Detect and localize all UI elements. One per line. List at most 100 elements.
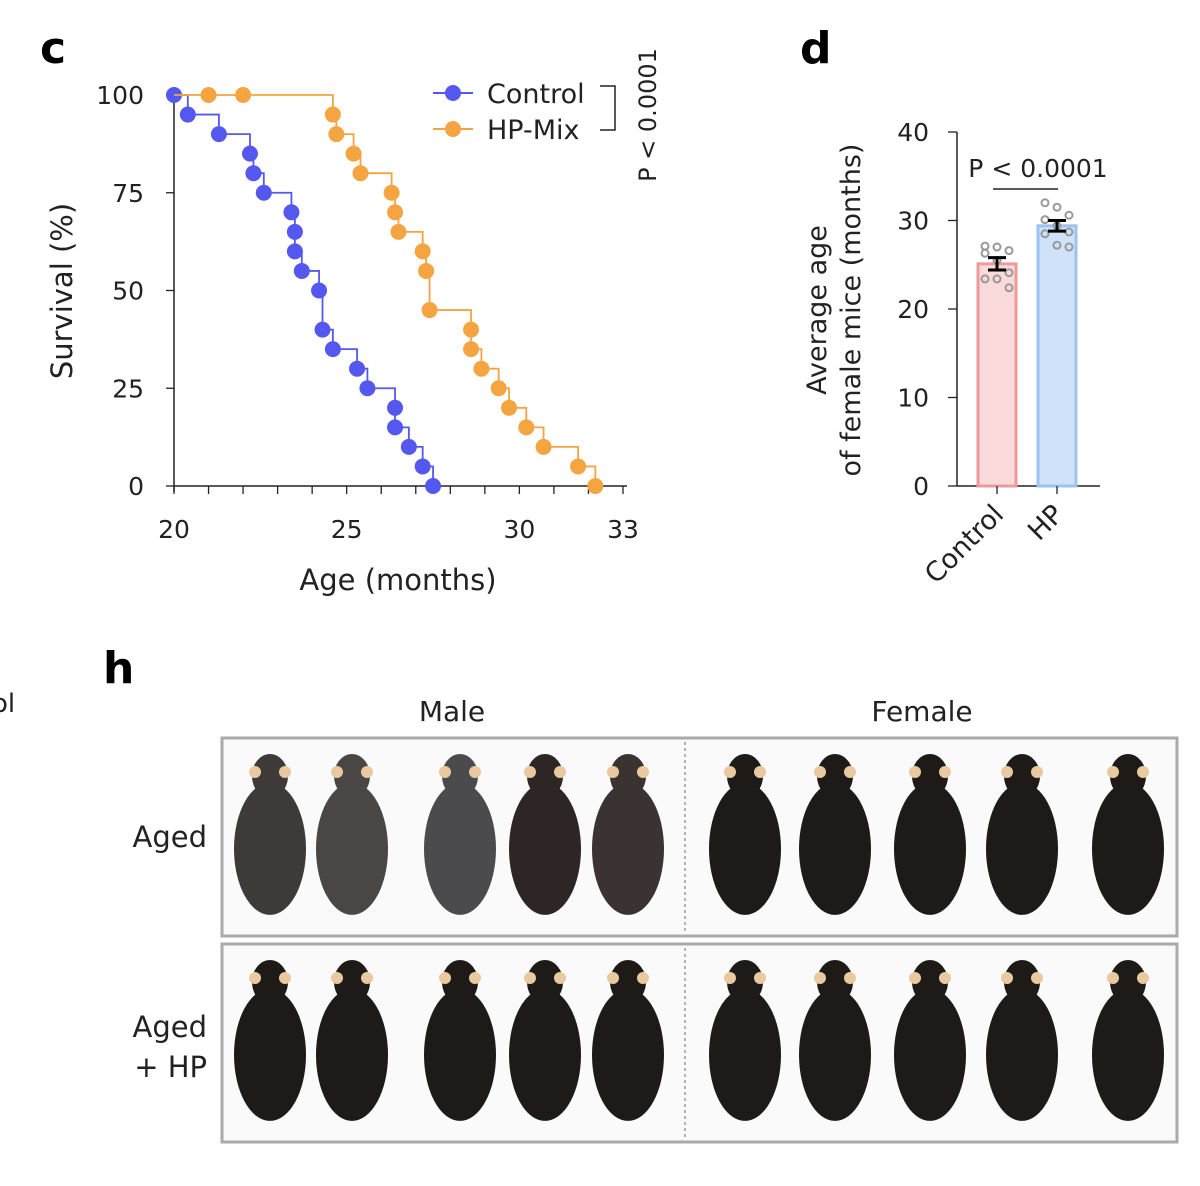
mouse-image (709, 754, 781, 915)
data-point (1004, 268, 1014, 278)
legend-label: Control (487, 79, 585, 110)
mouse-ear (939, 972, 951, 984)
data-point-control (179, 106, 196, 123)
survival-line-hp-mix (174, 94, 597, 486)
y-tick-label: 100 (96, 81, 144, 110)
mouse-image (509, 754, 581, 915)
mouse-ear (1107, 972, 1119, 984)
mouse-head (1110, 960, 1146, 1004)
mouse-ear (724, 766, 736, 778)
data-point (992, 274, 1002, 284)
mouse-head (252, 754, 288, 798)
mouse-ear (939, 766, 951, 778)
mouse-head (1004, 960, 1040, 1004)
mouse-ear (1137, 766, 1149, 778)
bar-control (976, 262, 1018, 488)
mouse-body (592, 988, 664, 1121)
mouse-ear (909, 766, 921, 778)
data-point (980, 241, 990, 251)
bar-hp (1036, 224, 1078, 488)
y-axis-label: Average age (802, 225, 833, 395)
mouse-head (1110, 754, 1146, 798)
mouse-body (509, 782, 581, 915)
mouse-body (986, 988, 1058, 1121)
data-point (1040, 229, 1050, 239)
data-point-hp-mix (235, 87, 252, 103)
mouse-ear (1031, 766, 1043, 778)
mouse-ear (249, 766, 261, 778)
data-point-hp-mix (324, 106, 341, 123)
y-tick-label: 10 (897, 384, 929, 413)
legend-label: HP-Mix (487, 115, 580, 146)
data-point-hp-mix (387, 204, 404, 221)
mouse-head (334, 754, 370, 798)
mouse-image (592, 754, 664, 915)
mouse-image (234, 754, 306, 915)
mouse-ear (279, 972, 291, 984)
mouse-head (442, 960, 478, 1004)
mouse-body (799, 988, 871, 1121)
data-point-hp-mix (383, 184, 400, 201)
significance-bracket (600, 85, 616, 131)
mouse-head (727, 754, 763, 798)
mouse-image (1092, 960, 1164, 1121)
y-axis-label: of female mice (months) (836, 144, 867, 477)
y-tick-label: 40 (897, 118, 929, 147)
mouse-ear (1001, 766, 1013, 778)
data-point (1052, 202, 1062, 212)
mouse-ear (637, 766, 649, 778)
error-bar (988, 256, 1006, 272)
mouse-ear (724, 972, 736, 984)
data-point-control (425, 478, 442, 494)
survival-chart: 20 25 30 33 0 25 50 75 100 Age (months) Survival (… (45, 48, 662, 597)
mouse-ear (637, 972, 649, 984)
mouse-head (252, 960, 288, 1004)
mouse-image (424, 960, 496, 1121)
y-tick-label: 25 (112, 374, 144, 403)
mouse-head (817, 754, 853, 798)
y-tick-label: 0 (913, 472, 929, 501)
mouse-head (334, 960, 370, 1004)
mouse-ear (439, 766, 451, 778)
data-point-hp-mix (390, 223, 407, 240)
column-header-female: Female (871, 695, 972, 728)
mouse-body (894, 988, 966, 1121)
data-point (1040, 198, 1050, 208)
mouse-ear (844, 972, 856, 984)
x-tick-label: 25 (331, 515, 363, 544)
y-tick-label: 0 (128, 472, 144, 501)
mouse-image (894, 960, 966, 1121)
mouse-image (316, 960, 388, 1121)
mouse-ear (754, 972, 766, 984)
y-tick-label: 75 (112, 179, 144, 208)
data-point-control (210, 126, 227, 143)
p-value-label: P < 0.0001 (968, 154, 1107, 183)
mouse-head (527, 960, 563, 1004)
data-point (980, 248, 990, 258)
y-tick-label: 30 (897, 207, 929, 236)
mouse-image (799, 960, 871, 1121)
x-tick-label: 30 (503, 515, 535, 544)
mouse-head (912, 960, 948, 1004)
mouse-head (527, 754, 563, 798)
mouse-image (894, 754, 966, 915)
panel-label-c: c (40, 23, 66, 74)
data-point-hp-mix (587, 478, 604, 494)
mouse-image (592, 960, 664, 1121)
data-point-hp-mix (421, 302, 438, 319)
mouse-image (424, 754, 496, 915)
mouse-ear (554, 972, 566, 984)
mouse-ear (844, 766, 856, 778)
data-point-control (349, 360, 366, 377)
row-label: + HP (134, 1050, 207, 1084)
mouse-body (799, 782, 871, 915)
data-point-control (387, 419, 404, 436)
column-header-male: Male (419, 695, 485, 728)
mouse-ear (554, 766, 566, 778)
mouse-image (234, 960, 306, 1121)
bar-chart: 0 10 20 30 40 Average age of female mice (mont… (802, 118, 1108, 590)
mouse-head (817, 960, 853, 1004)
row-label: Aged (133, 1010, 208, 1044)
mouse-image (799, 754, 871, 915)
